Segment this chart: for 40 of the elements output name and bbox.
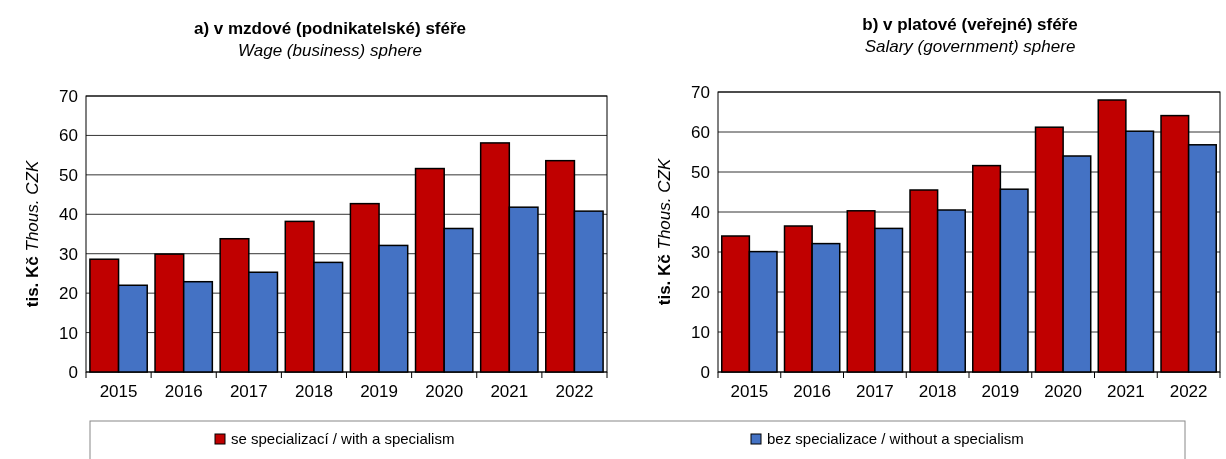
y-tick-label: 30 — [59, 244, 78, 264]
x-tick-label: 2020 — [425, 382, 464, 401]
x-tick-label: 2018 — [295, 382, 333, 401]
x-tick-label: 2017 — [229, 382, 268, 401]
y-tick-label: 10 — [59, 323, 78, 343]
legend-label: se specializací / with a specialism — [231, 430, 455, 447]
chart-subtitle: Salary (government) sphere — [864, 37, 1076, 56]
x-tick-label: 2022 — [555, 382, 594, 401]
y-tick-label: 10 — [691, 322, 710, 342]
y-axis-title: tis. Kč Thous. CZK — [23, 160, 42, 308]
legend-label: bez specializace / without a specialism — [767, 430, 1024, 447]
y-tick-label: 20 — [59, 284, 78, 304]
x-tick-label: 2022 — [1169, 382, 1208, 401]
y-tick-label: 60 — [691, 122, 710, 142]
x-tick-label: 2016 — [793, 382, 832, 401]
y-tick-label: 70 — [691, 82, 710, 102]
chart-subtitle: Wage (business) sphere — [238, 41, 422, 60]
y-tick-label: 40 — [59, 205, 78, 225]
y-tick-label: 30 — [691, 242, 710, 262]
x-tick-label: 2019 — [981, 382, 1020, 401]
x-tick-label: 2020 — [1044, 382, 1083, 401]
x-tick-label: 2016 — [164, 382, 203, 401]
y-tick-label: 0 — [68, 362, 78, 382]
y-tick-label: 50 — [59, 165, 78, 185]
x-tick-label: 2021 — [490, 382, 529, 401]
y-tick-label: 60 — [59, 126, 78, 146]
x-tick-label: 2021 — [1106, 382, 1145, 401]
y-axis-title: tis. Kč Thous. CZK — [655, 158, 674, 306]
x-tick-label: 2015 — [730, 382, 769, 401]
x-tick-label: 2018 — [918, 382, 957, 401]
x-tick-label: 2015 — [99, 382, 138, 401]
y-tick-label: 20 — [691, 282, 710, 302]
x-tick-label: 2017 — [855, 382, 894, 401]
y-tick-label: 40 — [691, 202, 710, 222]
chart-title: a) v mzdové (podnikatelské) sféře — [193, 19, 467, 38]
y-tick-label: 50 — [691, 162, 710, 182]
x-tick-label: 2019 — [360, 382, 398, 401]
y-tick-label: 0 — [700, 362, 710, 382]
chart-title: b) v platové (veřejné) sféře — [862, 15, 1078, 34]
y-tick-label: 70 — [59, 86, 78, 106]
